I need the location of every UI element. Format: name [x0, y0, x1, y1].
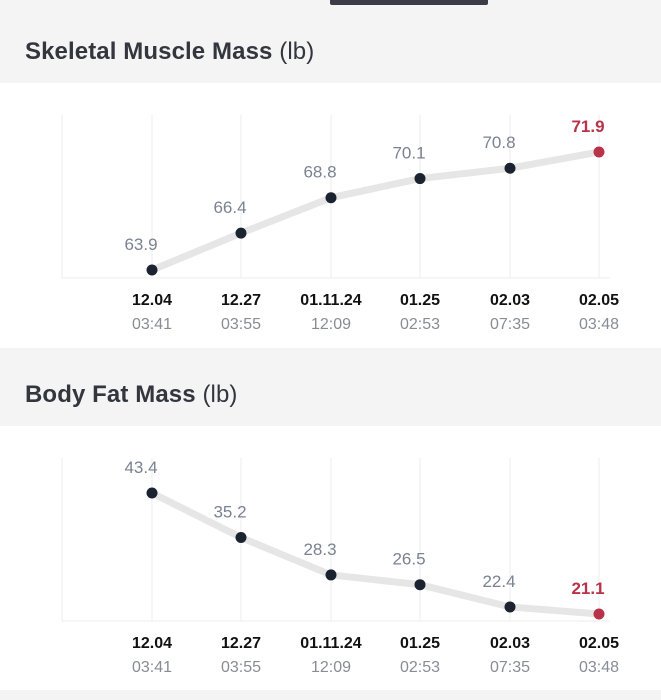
fat-value-label: 26.5	[392, 550, 425, 569]
muscle-tick-time: 12:09	[311, 316, 351, 333]
fat-value-label: 22.4	[482, 572, 515, 591]
muscle-tick-date: 02.05	[579, 292, 619, 309]
fat-value-label: 43.4	[124, 458, 157, 477]
fat-tick-time: 03:55	[221, 659, 261, 676]
muscle-section-header: Skeletal Muscle Mass (lb)	[0, 5, 661, 83]
fat-data-point	[325, 569, 337, 581]
muscle-value-label: 66.4	[213, 198, 246, 217]
fat-chart: 43.4 35.2 28.3 26.5 22.4 21.1 12.04 03:41 12.27 0…	[61, 458, 619, 676]
muscle-tick-date: 01.11.24	[300, 292, 362, 309]
muscle-data-point	[593, 146, 605, 158]
muscle-value-label: 68.8	[303, 163, 336, 182]
muscle-tick-time: 03:48	[579, 316, 619, 333]
fat-series-line	[148, 489, 603, 618]
muscle-chart-card: 63.9 66.4 68.8 70.1 70.8 71.9 12.04 03:41 12.27 0…	[0, 83, 661, 348]
fat-value-label: 21.1	[571, 579, 604, 598]
muscle-data-point	[146, 264, 158, 276]
muscle-data-point	[235, 227, 247, 239]
muscle-tick-date: 12.27	[221, 292, 261, 309]
fat-data-point	[593, 608, 605, 620]
muscle-data-point	[414, 173, 426, 185]
muscle-tick-date: 12.04	[132, 292, 172, 309]
muscle-chart: 63.9 66.4 68.8 70.1 70.8 71.9 12.04 03:41 12.27 0…	[61, 115, 619, 333]
fat-section-header: Body Fat Mass (lb)	[0, 348, 661, 426]
fat-tick-time: 03:41	[132, 659, 172, 676]
muscle-tick-time: 07:35	[490, 316, 530, 333]
fat-data-point	[414, 579, 426, 591]
fat-tick-date: 12.27	[221, 635, 261, 652]
fat-title-unit: (lb)	[202, 381, 238, 408]
fat-tick-time: 02:53	[400, 659, 440, 676]
fat-tick-time: 12:09	[311, 659, 351, 676]
muscle-tick-time: 03:41	[132, 316, 172, 333]
muscle-value-label: 71.9	[571, 117, 604, 136]
muscle-value-label: 70.8	[482, 133, 515, 152]
fat-value-label: 28.3	[303, 540, 336, 559]
muscle-tick-time: 03:55	[221, 316, 261, 333]
muscle-title-text: Skeletal Muscle Mass	[25, 38, 273, 65]
tab-indicator	[330, 0, 488, 5]
fat-data-point	[235, 531, 247, 543]
fat-tick-time: 07:35	[490, 659, 530, 676]
fat-chart-card: 43.4 35.2 28.3 26.5 22.4 21.1 12.04 03:41 12.27 0…	[0, 426, 661, 690]
muscle-value-label: 63.9	[124, 235, 157, 254]
fat-tick-time: 03:48	[579, 659, 619, 676]
fat-tick-date: 02.03	[490, 635, 530, 652]
fat-section-title: Body Fat Mass (lb)	[25, 381, 238, 409]
fat-title-text: Body Fat Mass	[25, 381, 196, 408]
fat-data-point	[146, 487, 158, 499]
fat-tick-date: 01.11.24	[300, 635, 362, 652]
muscle-tick-date: 02.03	[490, 292, 530, 309]
muscle-value-label: 70.1	[392, 144, 425, 163]
fat-tick-date: 02.05	[579, 635, 619, 652]
fat-tick-date: 12.04	[132, 635, 172, 652]
muscle-data-point	[325, 192, 337, 204]
fat-value-label: 35.2	[213, 502, 246, 521]
fat-tick-date: 01.25	[400, 635, 440, 652]
muscle-data-point	[504, 162, 516, 174]
fat-data-point	[504, 601, 516, 613]
muscle-title-unit: (lb)	[279, 38, 315, 65]
muscle-series-line	[148, 148, 603, 274]
muscle-tick-time: 02:53	[400, 316, 440, 333]
muscle-section-title: Skeletal Muscle Mass (lb)	[25, 38, 314, 66]
muscle-tick-date: 01.25	[400, 292, 440, 309]
